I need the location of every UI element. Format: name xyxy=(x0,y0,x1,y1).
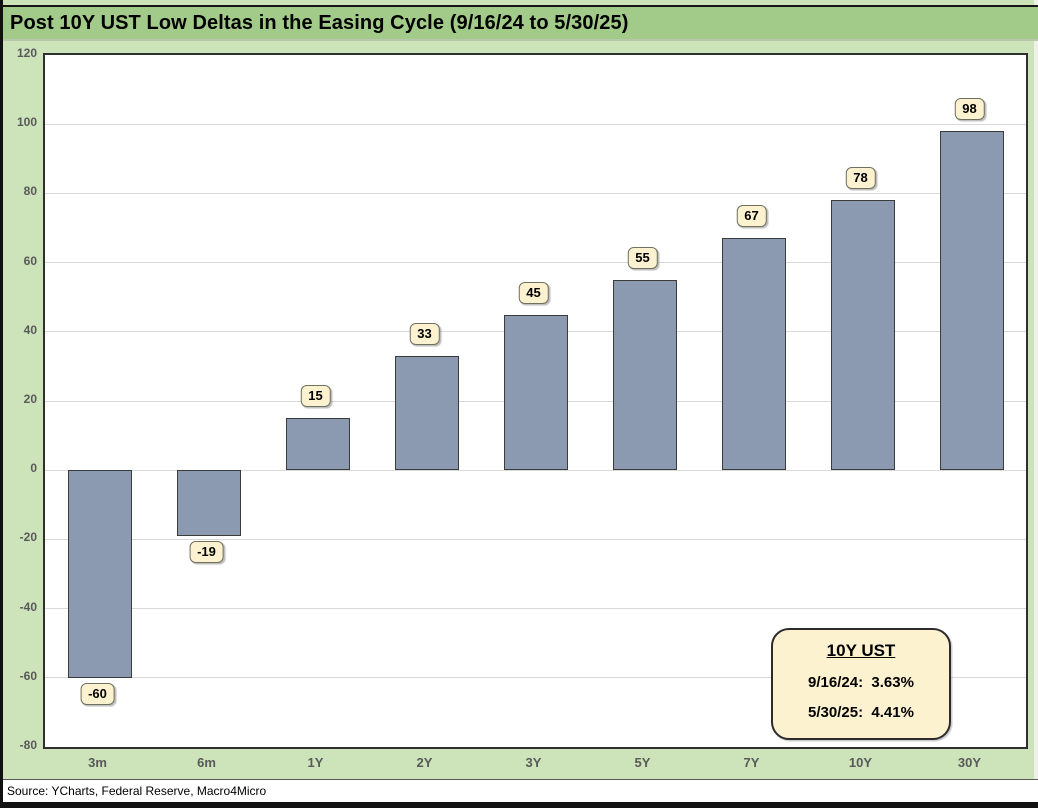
bar-value-label-1Y: 15 xyxy=(300,385,331,408)
x-axis-tick-10Y: 10Y xyxy=(848,755,873,770)
bar-6m xyxy=(176,470,241,536)
gridline-y-100 xyxy=(45,123,1026,125)
x-axis-tick-5Y: 5Y xyxy=(634,755,651,770)
x-axis-tick-30Y: 30Y xyxy=(957,755,982,770)
bar-30Y xyxy=(939,131,1004,471)
bar-5Y xyxy=(612,279,677,471)
x-axis-tick-3Y: 3Y xyxy=(525,755,542,770)
bar-1Y xyxy=(285,418,350,471)
chart-title: Post 10Y UST Low Deltas in the Easing Cy… xyxy=(10,11,629,34)
y-axis-tick-0: 0 xyxy=(30,461,37,476)
image-right-edge xyxy=(1034,0,1038,779)
y-axis-tick-20: 20 xyxy=(23,392,37,406)
y-axis-tick-100: 100 xyxy=(16,115,37,130)
bar-value-label-2Y: 33 xyxy=(409,323,440,346)
y-axis-tick-80: 80 xyxy=(23,184,37,199)
gridline-y-80 xyxy=(45,192,1026,194)
source-bar: Source: YCharts, Federal Reserve, Macro4… xyxy=(3,779,1038,808)
bar-10Y xyxy=(830,200,895,471)
chart-area: 10Y UST 9/16/24: 3.63% 5/30/25: 4.41% 12… xyxy=(3,43,1038,779)
bar-value-label-3m: -60 xyxy=(80,682,115,705)
y-axis-tick-40: 40 xyxy=(23,322,37,337)
bar-3Y xyxy=(503,314,568,471)
x-axis-tick-1Y: 1Y xyxy=(307,755,324,770)
x-axis-tick-3m: 3m xyxy=(88,755,107,770)
legend-line-2: 5/30/25: 4.41% xyxy=(808,704,914,721)
chart-title-bar: Post 10Y UST Low Deltas in the Easing Cy… xyxy=(3,5,1038,41)
legend-line-1: 9/16/24: 3.63% xyxy=(808,674,914,691)
legend-heading: 10Y UST xyxy=(826,641,896,660)
bar-value-label-6m: -19 xyxy=(189,540,224,563)
x-axis-tick-7Y: 7Y xyxy=(743,755,760,770)
bar-value-label-5Y: 55 xyxy=(627,246,658,269)
bar-2Y xyxy=(394,356,459,471)
y-axis-tick-120: 120 xyxy=(16,46,37,60)
x-axis-tick-2Y: 2Y xyxy=(416,755,433,770)
bar-7Y xyxy=(721,238,786,471)
y-axis-tick--80: -80 xyxy=(19,738,37,752)
bar-value-label-30Y: 98 xyxy=(954,98,985,121)
gridline-y--40 xyxy=(45,608,1026,610)
gridline-y--60 xyxy=(45,677,1026,679)
y-axis-tick--20: -20 xyxy=(19,530,37,545)
bar-value-label-10Y: 78 xyxy=(845,167,876,190)
gridline-y-0 xyxy=(45,469,1026,471)
source-note: Source: YCharts, Federal Reserve, Macro4… xyxy=(7,784,267,798)
gridline-y-60 xyxy=(45,262,1026,264)
y-axis-tick--40: -40 xyxy=(19,599,37,614)
bar-3m xyxy=(67,470,132,678)
bar-value-label-3Y: 45 xyxy=(518,281,549,304)
legend-box: 10Y UST 9/16/24: 3.63% 5/30/25: 4.41% xyxy=(771,628,951,740)
gridline-y--20 xyxy=(45,538,1026,540)
y-axis-tick--60: -60 xyxy=(19,668,37,683)
bar-value-label-7Y: 67 xyxy=(736,205,767,228)
y-axis-tick-60: 60 xyxy=(23,253,37,268)
x-axis-tick-6m: 6m xyxy=(197,755,216,770)
